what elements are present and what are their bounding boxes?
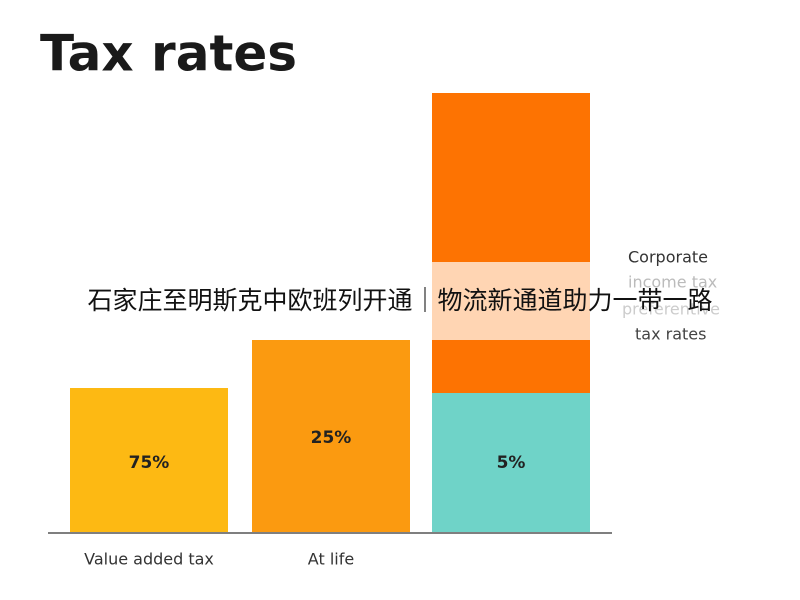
legend-text: tax rates [635, 325, 706, 344]
legend-text: Corporate [628, 248, 708, 267]
category-label: Value added tax [84, 550, 214, 569]
bar-segment [432, 393, 590, 532]
chart-title: Tax rates [40, 25, 297, 83]
bar-label: 5% [497, 453, 526, 473]
bar [70, 388, 228, 532]
bar-label: 25% [311, 428, 352, 448]
bar [252, 340, 410, 532]
bar-label: 75% [129, 453, 170, 473]
highlight-band [432, 262, 590, 340]
legend-text: preferentive [622, 300, 720, 319]
legend-text: income tax [628, 273, 717, 292]
bar-segment [432, 93, 590, 393]
category-label: At life [308, 550, 354, 569]
caption: 石家庄至明斯克中欧班列开通｜物流新通道助力一带一路 [87, 286, 712, 315]
